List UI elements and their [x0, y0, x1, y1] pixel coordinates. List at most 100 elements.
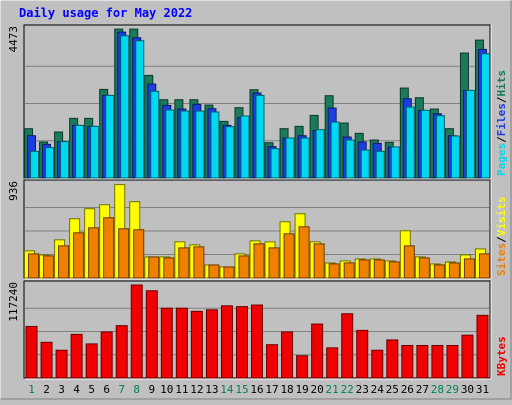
side-legend-pages: Pages — [495, 143, 508, 176]
bar-pages-day-14 — [225, 126, 235, 179]
bar-pages-day-29 — [450, 135, 460, 179]
x-tick-label-5: 5 — [88, 383, 95, 396]
chart-panels: 4473Pages/Files/Hits936Sites/Visits11724… — [7, 24, 508, 380]
bar-pages-day-24 — [375, 150, 385, 179]
side-legend-files: Files — [495, 103, 508, 136]
x-tick-label-22: 22 — [341, 383, 354, 396]
bar-pages-day-18 — [285, 137, 295, 179]
x-tick-label-21: 21 — [326, 383, 339, 396]
x-tick-label-24: 24 — [371, 383, 385, 396]
bar-kbytes-day-24 — [371, 349, 384, 379]
x-tick-label-26: 26 — [401, 383, 414, 396]
x-tick-label-20: 20 — [311, 383, 324, 396]
side-legend-separator: / — [495, 236, 508, 243]
panel-top-side-legend: Pages/Files/Hits — [495, 70, 508, 176]
bar-kbytes-day-19 — [296, 355, 309, 379]
bar-pages-day-15 — [240, 115, 250, 179]
bar-pages-day-6 — [105, 94, 115, 179]
bar-sites-day-14 — [223, 266, 235, 279]
bar-sites-day-1 — [28, 253, 40, 279]
chart-title: Daily usage for May 2022 — [19, 6, 192, 20]
bar-pages-day-28 — [435, 115, 445, 179]
bar-kbytes-day-6 — [100, 331, 113, 379]
panel-bottom-side-legend: KBytes — [495, 336, 508, 376]
bar-kbytes-day-9 — [145, 290, 158, 379]
bar-kbytes-day-10 — [160, 307, 173, 379]
x-tick-label-9: 9 — [148, 383, 155, 396]
bar-pages-day-13 — [210, 111, 220, 179]
panel-middle-ymax-label: 936 — [7, 181, 20, 201]
side-legend-separator: / — [495, 136, 508, 143]
side-legend-hits: Hits — [495, 70, 508, 97]
x-tick-label-28: 28 — [431, 383, 444, 396]
bar-pages-day-9 — [150, 90, 160, 179]
bar-pages-day-4 — [75, 124, 85, 179]
x-tick-label-6: 6 — [103, 383, 110, 396]
bar-sites-day-26 — [403, 245, 415, 279]
bar-kbytes-day-1 — [25, 325, 38, 379]
bar-pages-day-7 — [120, 35, 130, 179]
bar-kbytes-day-14 — [220, 305, 233, 379]
bar-kbytes-day-31 — [476, 314, 489, 379]
bar-pages-day-22 — [345, 139, 355, 179]
x-tick-label-13: 13 — [205, 383, 218, 396]
bar-sites-day-29 — [448, 262, 460, 279]
bar-kbytes-day-15 — [235, 306, 248, 379]
bar-sites-day-17 — [268, 247, 280, 279]
bar-kbytes-day-23 — [356, 329, 369, 379]
bar-kbytes-day-8 — [130, 284, 143, 379]
bar-sites-day-22 — [343, 262, 355, 279]
bar-sites-day-28 — [433, 264, 445, 279]
bar-sites-day-31 — [478, 253, 490, 279]
bar-pages-day-3 — [60, 141, 70, 179]
bar-kbytes-day-5 — [85, 343, 98, 379]
side-legend-separator: / — [495, 96, 508, 103]
bar-sites-day-30 — [463, 258, 475, 279]
x-tick-label-4: 4 — [73, 383, 80, 396]
bar-pages-day-11 — [180, 110, 190, 179]
side-legend-sites: Sites — [495, 243, 508, 276]
panel-middle: 936 Sites/Visits — [7, 179, 508, 280]
bar-pages-day-20 — [315, 129, 325, 179]
bar-sites-day-3 — [58, 245, 70, 279]
bar-sites-day-9 — [148, 256, 160, 279]
side-legend-kbytes: KBytes — [495, 336, 508, 376]
bar-sites-day-20 — [313, 243, 325, 279]
bar-sites-day-2 — [43, 255, 55, 279]
bar-pages-day-23 — [360, 149, 370, 179]
bar-sites-day-16 — [253, 243, 265, 279]
x-tick-label-25: 25 — [386, 383, 399, 396]
x-tick-label-16: 16 — [250, 383, 263, 396]
x-tick-label-12: 12 — [190, 383, 203, 396]
x-tick-label-2: 2 — [43, 383, 50, 396]
x-tick-label-30: 30 — [461, 383, 474, 396]
bar-sites-day-8 — [133, 229, 145, 279]
bar-sites-day-21 — [328, 263, 340, 279]
bar-pages-day-30 — [465, 89, 475, 179]
bar-sites-day-7 — [118, 228, 130, 279]
bar-kbytes-day-27 — [416, 344, 429, 379]
x-tick-label-31: 31 — [476, 383, 489, 396]
bar-sites-day-23 — [358, 259, 370, 279]
bar-sites-day-10 — [163, 257, 175, 279]
bar-pages-day-17 — [270, 148, 280, 179]
x-tick-label-29: 29 — [446, 383, 459, 396]
bar-pages-day-2 — [45, 147, 55, 179]
bar-kbytes-day-21 — [326, 347, 339, 379]
x-tick-label-15: 15 — [235, 383, 248, 396]
x-tick-label-14: 14 — [220, 383, 234, 396]
bar-pages-day-21 — [330, 121, 340, 179]
bar-kbytes-day-18 — [281, 331, 294, 379]
bar-pages-day-25 — [390, 146, 400, 179]
bar-pages-day-10 — [165, 109, 175, 179]
x-tick-label-3: 3 — [58, 383, 65, 396]
panel-bottom-ymax-label: 117240 — [7, 282, 20, 322]
bar-sites-day-12 — [193, 246, 205, 279]
bar-kbytes-day-17 — [266, 344, 279, 379]
bar-sites-day-27 — [418, 257, 430, 279]
bar-kbytes-day-13 — [205, 309, 218, 379]
bar-kbytes-day-20 — [311, 323, 324, 379]
